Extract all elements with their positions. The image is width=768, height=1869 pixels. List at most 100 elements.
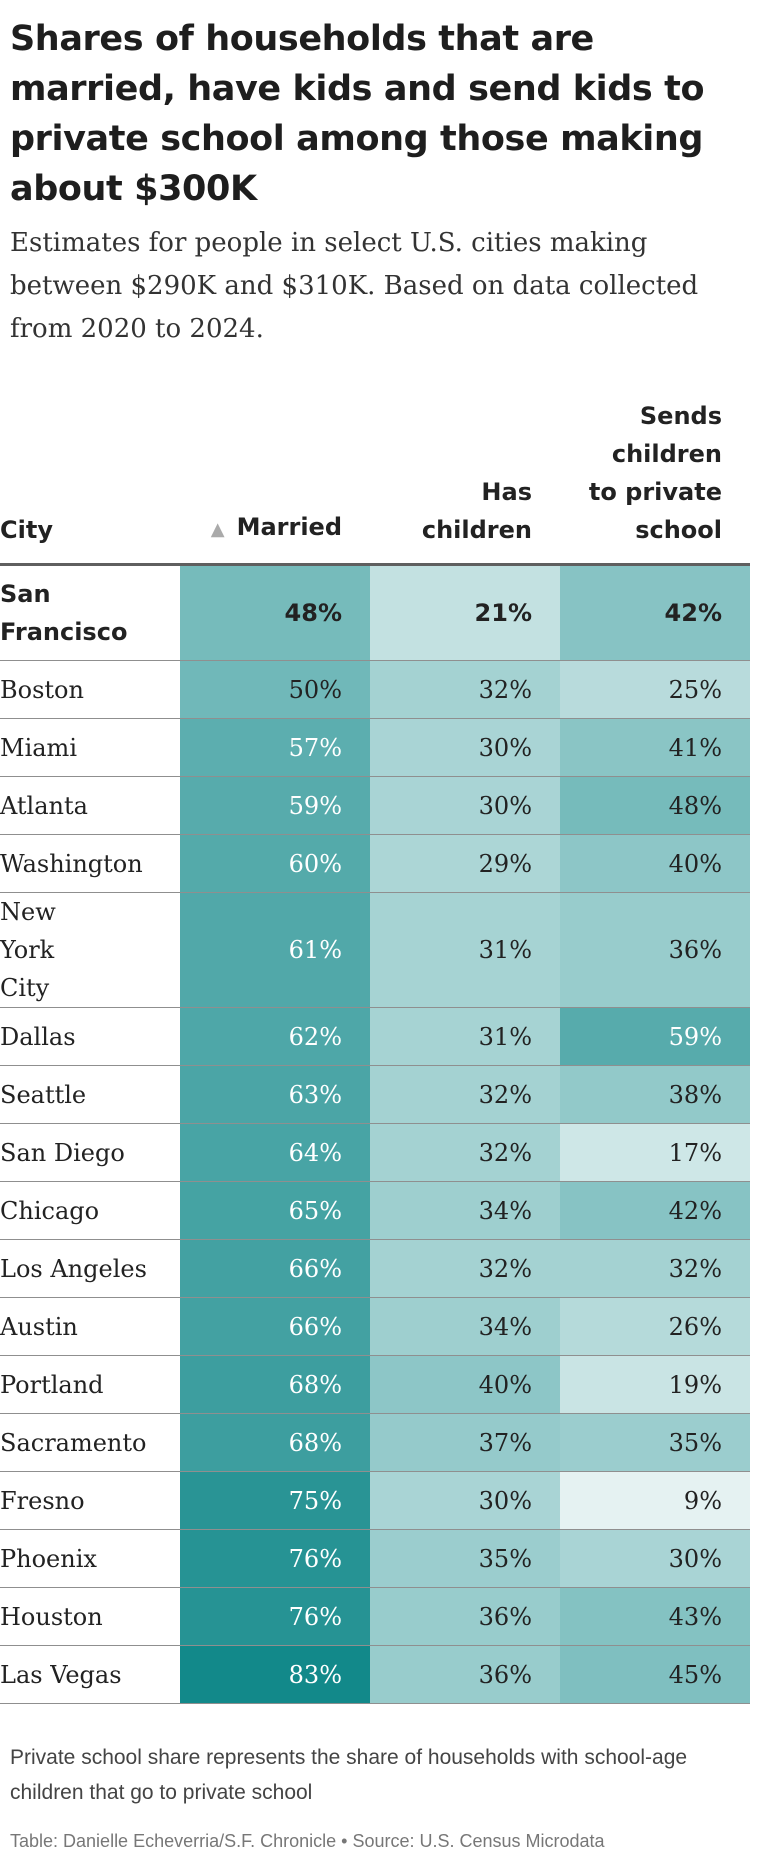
column-header-has-children[interactable]: Has children (370, 397, 560, 566)
table-row: Boston 50% 32% 25% (0, 660, 750, 719)
married-cell: 65% (180, 1181, 370, 1240)
column-header-private-school[interactable]: Sends children to private school (560, 397, 750, 566)
city-cell: Atlanta (0, 776, 180, 835)
table-row: Miami 57% 30% 41% (0, 718, 750, 777)
private-school-cell: 30% (560, 1529, 750, 1588)
has-children-cell: 30% (370, 776, 560, 835)
city-cell: Austin (0, 1297, 180, 1356)
city-cell: Las Vegas (0, 1645, 180, 1704)
married-cell: 66% (180, 1297, 370, 1356)
header-row: City ▲ Married Has children Sends childre… (0, 397, 750, 566)
married-cell: 68% (180, 1413, 370, 1472)
has-children-cell: 30% (370, 718, 560, 777)
has-children-cell: 40% (370, 1355, 560, 1414)
private-school-cell: 45% (560, 1645, 750, 1704)
private-school-cell: 17% (560, 1123, 750, 1182)
private-school-cell: 42% (560, 564, 750, 661)
has-children-cell: 32% (370, 660, 560, 719)
city-cell: Portland (0, 1355, 180, 1414)
data-table: City ▲ Married Has children Sends childre… (0, 397, 750, 1704)
city-cell: New York City (0, 892, 180, 1008)
column-header-married[interactable]: ▲ Married (180, 397, 370, 566)
married-cell: 50% (180, 660, 370, 719)
table-row: Dallas 62% 31% 59% (0, 1007, 750, 1066)
table-row: Phoenix 76% 35% 30% (0, 1529, 750, 1588)
married-cell: 62% (180, 1007, 370, 1066)
table-row: Washington 60% 29% 40% (0, 834, 750, 893)
married-cell: 76% (180, 1587, 370, 1646)
private-school-cell: 59% (560, 1007, 750, 1066)
private-school-cell: 32% (560, 1239, 750, 1298)
private-school-cell: 38% (560, 1065, 750, 1124)
city-cell: Washington (0, 834, 180, 893)
married-cell: 76% (180, 1529, 370, 1588)
has-children-cell: 37% (370, 1413, 560, 1472)
has-children-cell: 34% (370, 1297, 560, 1356)
married-cell: 48% (180, 564, 370, 661)
private-school-cell: 40% (560, 834, 750, 893)
married-cell: 59% (180, 776, 370, 835)
private-school-cell: 41% (560, 718, 750, 777)
table-row: Atlanta 59% 30% 48% (0, 776, 750, 835)
has-children-cell: 32% (370, 1123, 560, 1182)
has-children-cell: 32% (370, 1239, 560, 1298)
private-school-cell: 42% (560, 1181, 750, 1240)
city-cell: Chicago (0, 1181, 180, 1240)
chart-title: Shares of households that are married, h… (10, 19, 705, 209)
city-cell: Los Angeles (0, 1239, 180, 1298)
married-cell: 60% (180, 834, 370, 893)
private-school-cell: 43% (560, 1587, 750, 1646)
table-row: San Francisco 48% 21% 42% (0, 564, 750, 661)
private-school-cell: 26% (560, 1297, 750, 1356)
married-cell: 75% (180, 1471, 370, 1530)
private-school-cell: 48% (560, 776, 750, 835)
has-children-cell: 35% (370, 1529, 560, 1588)
private-school-cell: 35% (560, 1413, 750, 1472)
city-cell: San Diego (0, 1123, 180, 1182)
source-credit: Table: Danielle Echeverria/S.F. Chronicl… (10, 1831, 605, 1851)
table-row: Sacramento 68% 37% 35% (0, 1413, 750, 1472)
table-row: San Diego 64% 32% 17% (0, 1123, 750, 1182)
table-row: Houston 76% 36% 43% (0, 1587, 750, 1646)
has-children-cell: 36% (370, 1645, 560, 1704)
table-row: Los Angeles 66% 32% 32% (0, 1239, 750, 1298)
city-cell: Fresno (0, 1471, 180, 1530)
married-cell: 68% (180, 1355, 370, 1414)
city-cell: Miami (0, 718, 180, 777)
footnote: Private school share represents the shar… (10, 1746, 688, 1804)
table-row: Las Vegas 83% 36% 45% (0, 1645, 750, 1704)
city-cell: Boston (0, 660, 180, 719)
has-children-cell: 29% (370, 834, 560, 893)
chart-subtitle: Estimates for people in select U.S. citi… (10, 228, 699, 344)
city-cell: Seattle (0, 1065, 180, 1124)
married-cell: 66% (180, 1239, 370, 1298)
married-cell: 63% (180, 1065, 370, 1124)
sort-ascending-icon: ▲ (210, 519, 225, 540)
married-cell: 57% (180, 718, 370, 777)
city-cell: Houston (0, 1587, 180, 1646)
married-cell: 64% (180, 1123, 370, 1182)
city-cell: Sacramento (0, 1413, 180, 1472)
private-school-cell: 19% (560, 1355, 750, 1414)
has-children-cell: 31% (370, 1007, 560, 1066)
city-cell: Phoenix (0, 1529, 180, 1588)
table-row: Fresno 75% 30% 9% (0, 1471, 750, 1530)
has-children-cell: 32% (370, 1065, 560, 1124)
table-row: Seattle 63% 32% 38% (0, 1065, 750, 1124)
has-children-cell: 36% (370, 1587, 560, 1646)
private-school-cell: 9% (560, 1471, 750, 1530)
private-school-cell: 36% (560, 892, 750, 1008)
column-header-city[interactable]: City (0, 397, 180, 566)
city-cell: Dallas (0, 1007, 180, 1066)
married-cell: 83% (180, 1645, 370, 1704)
table-row: Austin 66% 34% 26% (0, 1297, 750, 1356)
has-children-cell: 30% (370, 1471, 560, 1530)
has-children-cell: 34% (370, 1181, 560, 1240)
private-school-cell: 25% (560, 660, 750, 719)
table-row: New York City 61% 31% 36% (0, 892, 750, 1008)
has-children-cell: 31% (370, 892, 560, 1008)
table-row: Portland 68% 40% 19% (0, 1355, 750, 1414)
table-row: Chicago 65% 34% 42% (0, 1181, 750, 1240)
city-cell: San Francisco (0, 564, 180, 661)
has-children-cell: 21% (370, 564, 560, 661)
